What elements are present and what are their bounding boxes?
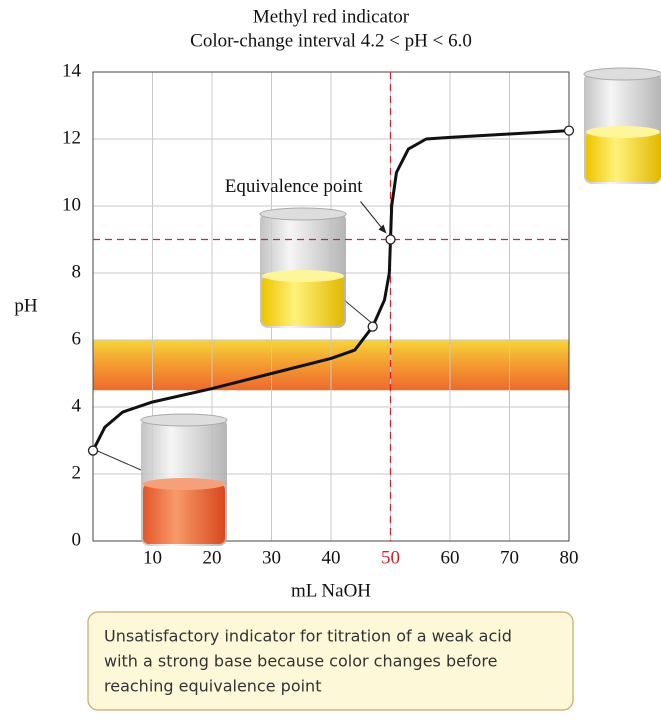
chart-subtitle: Color-change interval 4.2 < pH < 6.0 bbox=[190, 30, 472, 51]
beaker-rim bbox=[583, 67, 661, 81]
x-tick-label: 40 bbox=[322, 547, 341, 568]
x-tick-label: 60 bbox=[441, 547, 460, 568]
overlay: Equivalence point bbox=[87, 72, 575, 541]
x-tick-label: 10 bbox=[143, 547, 162, 568]
y-tick-label: 0 bbox=[72, 529, 82, 550]
y-tick-label: 8 bbox=[72, 261, 82, 282]
beaker-surface bbox=[262, 270, 344, 282]
y-tick-label: 12 bbox=[62, 127, 81, 148]
beaker-rim bbox=[140, 413, 228, 427]
y-tick-label: 14 bbox=[62, 60, 82, 81]
x-tick-label: 70 bbox=[500, 547, 519, 568]
x-tick-label: 80 bbox=[560, 547, 579, 568]
note-line: reaching equivalence point bbox=[104, 677, 321, 696]
x-axis-label: mL NaOH bbox=[291, 580, 371, 601]
marker bbox=[563, 125, 575, 136]
beaker-rim bbox=[259, 207, 347, 221]
x-tick-label: 30 bbox=[262, 547, 281, 568]
equivalence-label: Equivalence point bbox=[225, 176, 363, 197]
beaker bbox=[259, 207, 374, 328]
marker bbox=[367, 321, 378, 332]
marker bbox=[87, 445, 99, 456]
beaker bbox=[583, 67, 661, 184]
beaker-liquid bbox=[262, 276, 344, 326]
plot-frame bbox=[92, 71, 570, 542]
note-background bbox=[87, 611, 574, 711]
titration-curve bbox=[91, 129, 570, 452]
x-tick-label: 50 bbox=[381, 547, 400, 568]
beaker-surface bbox=[143, 478, 225, 490]
note-box: Unsatisfactory indicator for titration o… bbox=[87, 611, 574, 711]
beaker-liquid bbox=[143, 484, 225, 544]
beaker-liquid bbox=[586, 132, 661, 182]
beaker bbox=[92, 413, 228, 546]
x-tick-label: 20 bbox=[203, 547, 222, 568]
y-tick-label: 2 bbox=[72, 462, 82, 483]
y-tick-label: 4 bbox=[72, 395, 82, 416]
chart-title: Methyl red indicator bbox=[253, 6, 410, 27]
y-tick-label: 6 bbox=[72, 328, 82, 349]
y-tick-label: 10 bbox=[62, 194, 81, 215]
y-axis-label: pH bbox=[14, 295, 38, 316]
leader-line bbox=[92, 448, 142, 471]
note-line: with a strong base because color changes… bbox=[104, 652, 497, 671]
beaker-surface bbox=[586, 126, 660, 138]
equivalence-marker bbox=[385, 234, 396, 245]
note-line: Unsatisfactory indicator for titration o… bbox=[104, 627, 512, 646]
arrow-head bbox=[378, 224, 387, 234]
leader-line bbox=[343, 299, 374, 325]
